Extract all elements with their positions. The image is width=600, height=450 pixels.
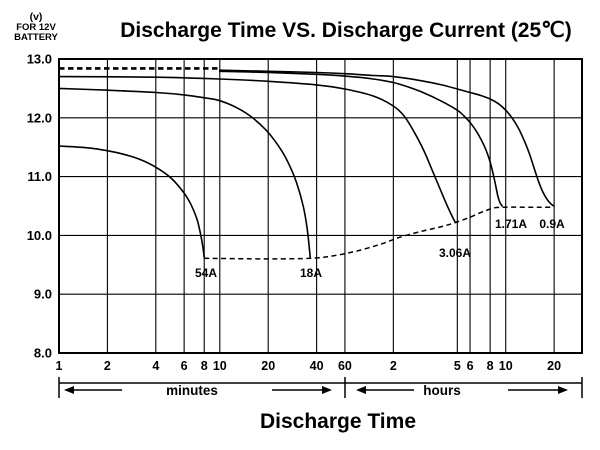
minutes-axis-label: minutes	[166, 383, 218, 398]
cutoff-voltage-locus-line	[204, 206, 554, 260]
x-tick-label: 40	[310, 359, 324, 373]
curve-label-1.71A: 1.71A	[495, 217, 527, 231]
curve-label-18A: 18A	[300, 266, 322, 280]
x-tick-label: 2	[104, 359, 111, 373]
curve-label-54A: 54A	[195, 266, 217, 280]
plot-border	[58, 58, 583, 354]
x-tick-label: 6	[181, 359, 188, 373]
y-axis-unit-label: (v) FOR 12V BATTERY	[6, 12, 66, 44]
y-tick-label: 12.0	[27, 110, 52, 125]
y-tick-label: 11.0	[27, 169, 52, 184]
discharge-curve-0.9A	[219, 69, 555, 207]
discharge-curve-3.06A	[58, 75, 457, 224]
hours-left-arrow-head	[356, 386, 366, 394]
x-tick-label: 6	[467, 359, 474, 373]
x-tick-label: 20	[261, 359, 275, 373]
x-tick-label: 5	[454, 359, 461, 373]
x-tick-label: 2	[390, 359, 397, 373]
x-tick-label: 10	[213, 359, 227, 373]
x-axis-title: Discharge Time	[260, 410, 416, 433]
x-tick-label: 10	[499, 359, 513, 373]
x-tick-label: 8	[487, 359, 494, 373]
y-tick-label: 8.0	[34, 346, 52, 361]
y-tick-label: 9.0	[34, 287, 52, 302]
y-tick-label: 13.0	[27, 52, 52, 67]
curve-label-3.06A: 3.06A	[439, 246, 471, 260]
x-tick-label: 8	[201, 359, 208, 373]
discharge-curve-1.71A	[219, 70, 503, 207]
x-tick-label: 20	[547, 359, 561, 373]
y-axis-unit-line3: BATTERY	[14, 32, 58, 43]
y-axis-unit-line1: (v)	[29, 11, 43, 23]
hours-axis-label: hours	[423, 383, 461, 398]
hours-right-arrow-head	[558, 386, 568, 394]
x-tick-label: 4	[152, 359, 159, 373]
y-tick-label: 10.0	[27, 228, 52, 243]
x-tick-label: 1	[56, 359, 63, 373]
minutes-left-arrow-head	[64, 386, 74, 394]
curve-label-0.9A: 0.9A	[539, 217, 565, 231]
chart-title: Discharge Time VS. Discharge Current (25…	[120, 19, 572, 42]
discharge-curve-18A	[58, 87, 311, 258]
y-axis-unit-line2: FOR 12V	[16, 21, 56, 33]
x-tick-label: 60	[338, 359, 352, 373]
minutes-right-arrow-head	[322, 386, 332, 394]
discharge-curve-54A	[58, 145, 205, 258]
